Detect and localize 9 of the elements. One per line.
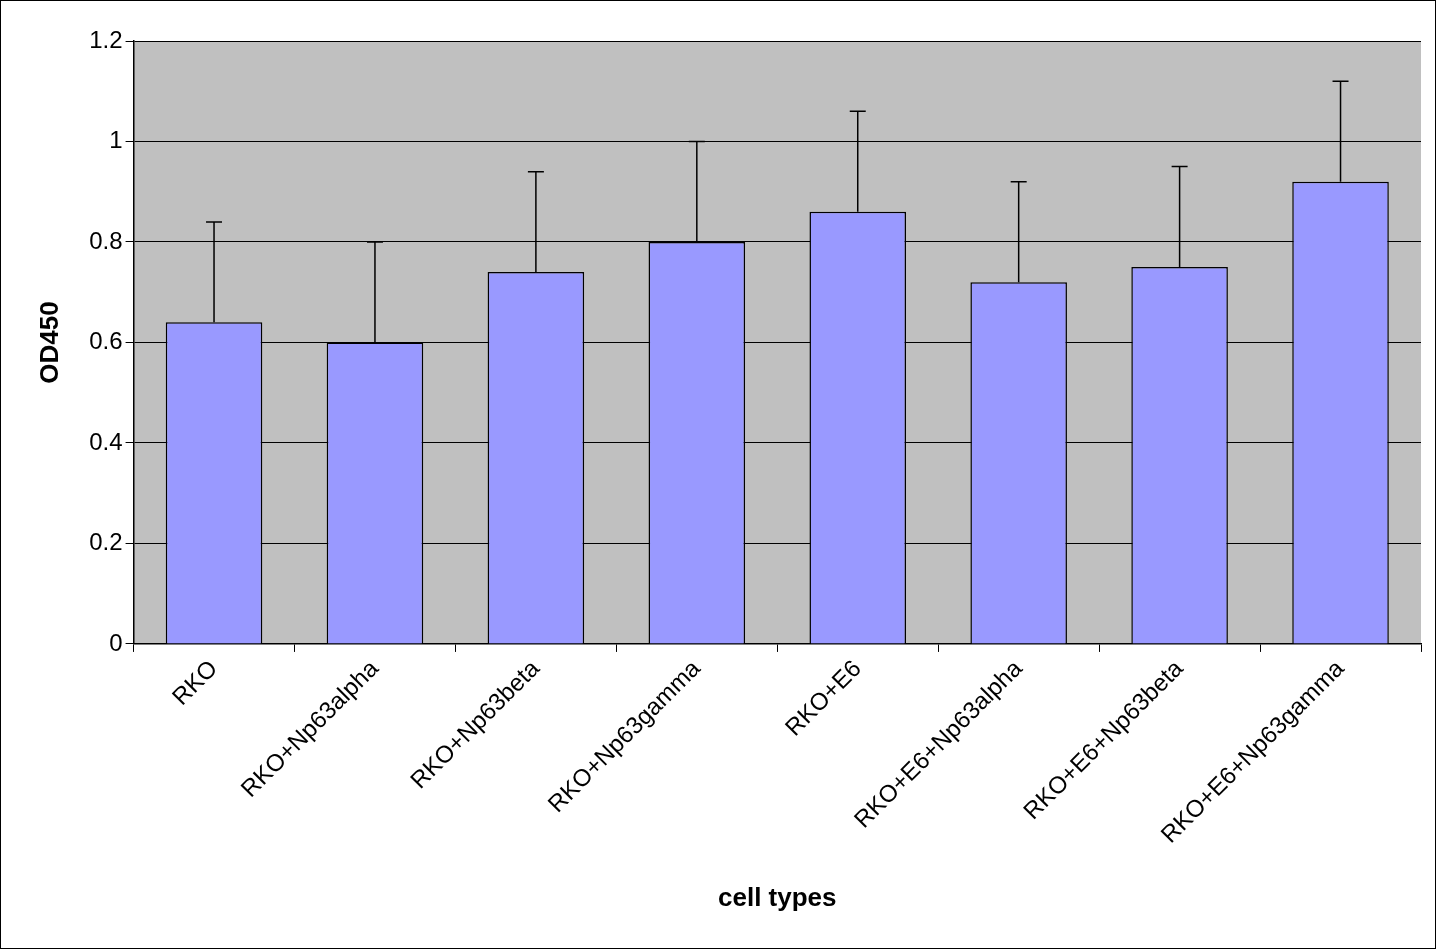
x-axis-title: cell types [718, 881, 837, 912]
y-axis-title: OD450 [33, 301, 64, 384]
y-tick-label: 0.6 [89, 327, 123, 355]
y-tick-label: 0.2 [89, 528, 123, 556]
y-tick-label: 0 [109, 628, 123, 656]
y-tick-label: 0.4 [89, 427, 123, 455]
y-tick-label: 1.2 [89, 25, 123, 53]
y-tick-label: 0.8 [89, 226, 123, 254]
y-tick-label: 1 [109, 126, 123, 154]
